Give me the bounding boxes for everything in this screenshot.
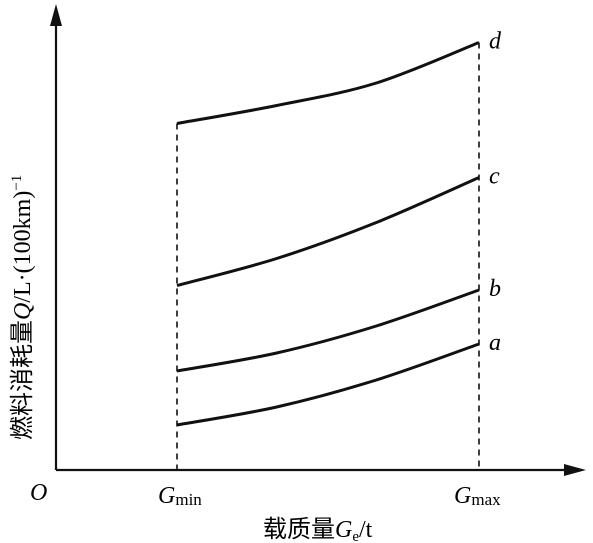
- series-group: [176, 41, 480, 427]
- series-line-a: [176, 342, 480, 427]
- x-axis-title: 载质量Ge/t: [263, 516, 373, 543]
- x-tick-label-gmax: Gmax: [454, 483, 501, 509]
- x-tick-label-gmin: Gmin: [158, 483, 202, 509]
- series-labels: a b c d: [489, 29, 502, 357]
- y-axis-title: 燃料消耗量Q/L·(100km)−1: [9, 175, 36, 440]
- origin-label: O: [30, 480, 47, 506]
- series-line-d: [176, 41, 480, 125]
- x-axis-arrow: [564, 464, 586, 476]
- y-axis-arrow: [50, 4, 62, 26]
- series-label-b: b: [489, 276, 501, 302]
- series-line-c: [176, 176, 480, 287]
- series-label-a: a: [489, 330, 501, 356]
- series-line-b: [176, 288, 480, 373]
- series-label-d: d: [489, 29, 502, 55]
- series-label-c: c: [489, 164, 500, 190]
